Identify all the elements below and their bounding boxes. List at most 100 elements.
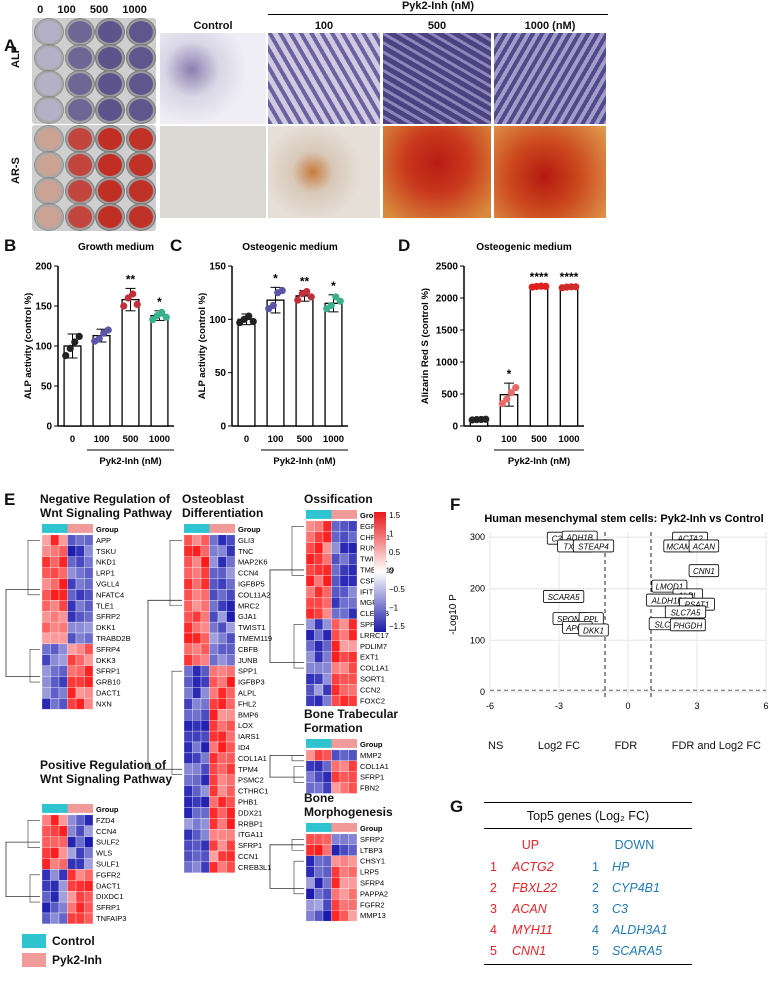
heatmap-cell (339, 553, 349, 565)
heatmap-cell (339, 866, 349, 878)
heatmap-cell (192, 785, 202, 797)
group-bar-cell (84, 524, 93, 533)
heatmap-cell (331, 866, 341, 878)
gene-label: STEAP4 (578, 542, 609, 551)
heatmap-cell (217, 763, 227, 775)
plate-well (96, 71, 124, 97)
heatmap-cell (322, 520, 332, 532)
heatmap-cell (200, 676, 210, 688)
data-point (95, 335, 103, 343)
heatmap-cell (314, 586, 324, 598)
heatmap-cell (217, 534, 227, 546)
heatmap-cell (84, 589, 94, 601)
heatmap-cell (322, 855, 332, 867)
top5-down-label: DOWN (614, 838, 655, 852)
group-bar-cell (323, 739, 332, 748)
heatmap-cell (41, 698, 51, 710)
heatmap-cell (314, 564, 324, 576)
gene-label: LRRC17 (360, 631, 389, 640)
x-tick-label: -6 (486, 701, 494, 711)
heatmap-cell (209, 621, 219, 634)
top5-down-rank: 3 (592, 901, 599, 916)
heatmap-cell (209, 774, 219, 786)
heatmap-cell (58, 611, 68, 623)
heatmap-cell (200, 829, 210, 841)
heatmap-cell (339, 684, 349, 696)
heatmap-cell (314, 910, 324, 922)
heatmap-cell (331, 684, 341, 696)
heatmap-cell (84, 545, 94, 557)
heatmap-cell (314, 651, 324, 663)
top5-row: 4 MYH11 4 ALDH3A1 (484, 919, 692, 940)
micrograph-alp-control (160, 33, 266, 124)
y-tick-label: 2500 (436, 262, 459, 273)
heatmap-cell (183, 654, 193, 666)
top5-up-gene: ACTG2 (512, 859, 554, 874)
heatmap-cell (314, 575, 324, 587)
heatmap-cell (339, 640, 349, 652)
x-tick-label: 500 (531, 434, 547, 445)
significance-mark: **** (560, 270, 579, 284)
significance-mark: * (273, 271, 278, 285)
heatmap-colorbar: 1.5 1 0.5 0 −0.5 −1 −1.5 (374, 512, 405, 632)
heatmap-cell (322, 575, 332, 587)
heatmap-cell (348, 640, 358, 652)
heatmap-cell (200, 534, 210, 546)
heatmap-cell (305, 888, 315, 900)
gene-label: PSAT1 (685, 601, 710, 610)
top5-down-rank: 1 (592, 859, 599, 874)
top5-down-gene: C3 (612, 901, 628, 916)
heatmap-cell (200, 567, 210, 579)
heatmap-cell (75, 621, 85, 634)
heatmap-cell (217, 829, 227, 841)
gene-label: TSKU (96, 547, 116, 556)
group-bar-cell (340, 823, 349, 832)
heatmap-cell (339, 520, 349, 532)
heatmap-cell (41, 825, 51, 837)
heatmap-cell (58, 901, 68, 914)
heatmap-cell (58, 556, 68, 568)
heatmap-cell (348, 586, 358, 598)
y-axis-label: ALP activity (control %) (23, 293, 34, 399)
gene-label-box (543, 590, 585, 603)
heatmap-cell (226, 774, 236, 786)
gene-label: FGFR2 (360, 900, 385, 909)
heatmap-cell (331, 910, 341, 922)
heatmap-cell (200, 818, 210, 830)
top5-down-rank: 5 (592, 943, 599, 958)
heatmap-cell (209, 839, 219, 852)
legend-control-swatch (22, 934, 46, 948)
heatmap-cell (226, 687, 236, 699)
heatmap-cell (305, 684, 315, 696)
heatmap-cell (331, 833, 341, 845)
heatmap-cell (209, 654, 219, 666)
plate-well (35, 45, 63, 71)
legend-control: Control (22, 934, 95, 948)
group-bar-cell (184, 524, 193, 533)
heatmap-cell (209, 567, 219, 579)
gene-label: CNN1 (693, 567, 715, 576)
group-bar-cell (84, 804, 93, 813)
top5-up-rank: 5 (490, 943, 497, 958)
heatmap-cell (84, 556, 94, 568)
y-tick-label: 50 (215, 368, 227, 379)
heatmap-cell (50, 687, 60, 699)
heatmap-cell (58, 632, 68, 645)
group-bar-cell (67, 804, 76, 813)
heatmap-cell (84, 814, 94, 826)
heatmap-cell (217, 752, 227, 764)
top5-up-gene: MYH11 (512, 922, 553, 937)
heatmap-cell (348, 629, 358, 641)
heatmap-cell (75, 556, 85, 568)
gene-label: VGLL4 (96, 580, 119, 589)
gene-label: DDX21 (238, 808, 262, 817)
data-point (66, 344, 74, 352)
heatmap-cell (84, 567, 94, 579)
legend-pyk2-label: Pyk2-Inh (52, 953, 103, 967)
heatmap-cell (75, 847, 85, 859)
heatmap-cell (84, 600, 94, 612)
heatmap-cell (314, 607, 324, 620)
dendrogram-branch (291, 839, 304, 851)
heatmap-cell (67, 600, 77, 612)
dendrogram-branch (29, 649, 40, 683)
